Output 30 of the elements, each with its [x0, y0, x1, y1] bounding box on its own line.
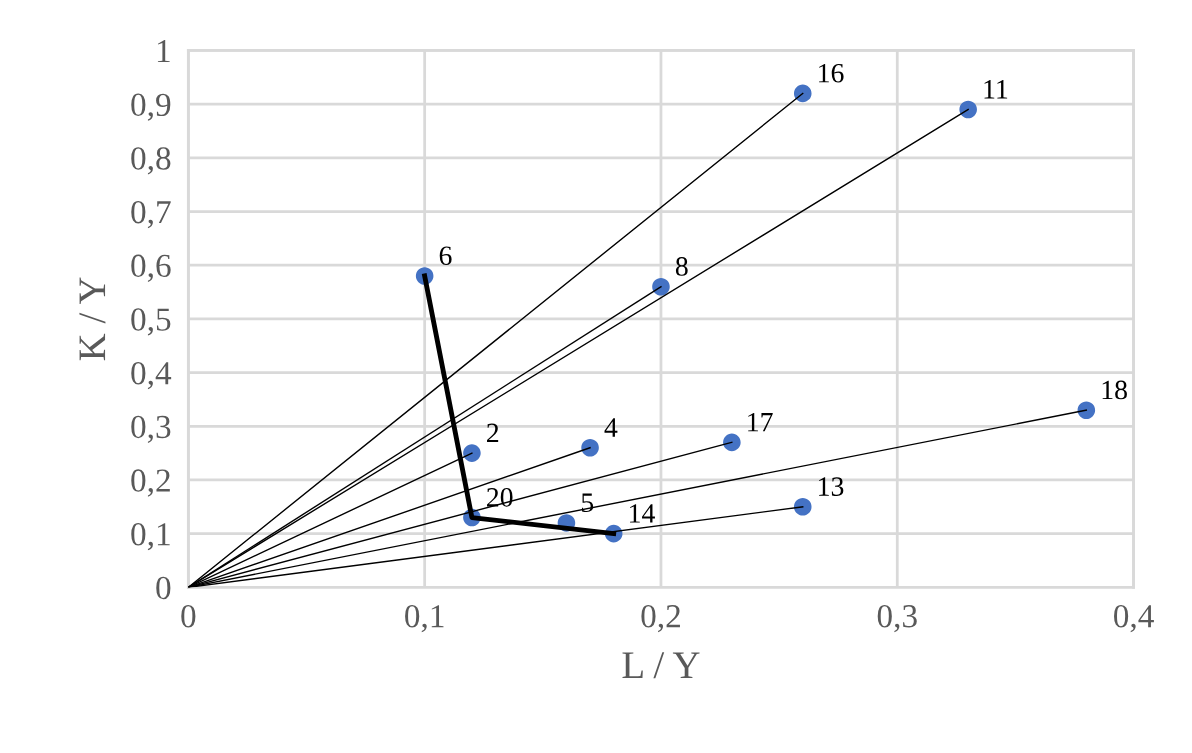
y-tick-label: 0,6 [131, 254, 171, 282]
x-tick-label: 0 [181, 604, 196, 628]
annotation: 18 [1102, 380, 1127, 400]
y-tick-label: 1 [157, 40, 170, 63]
x-tick-label: 0,1 [405, 604, 444, 633]
y-tick-label: 0,4 [131, 361, 172, 390]
y-tick-label: 0,1 [131, 523, 170, 551]
y-axis-title: K / Y [79, 277, 106, 361]
y-tick-label: 0,8 [131, 147, 171, 175]
y-tick-label: 0,9 [131, 93, 171, 121]
y-tick-label: 0,7 [131, 200, 171, 229]
x-axis-title: L / Y [622, 652, 700, 679]
annotation: 14 [630, 504, 655, 523]
y-tick-label: 0 [156, 576, 171, 600]
annotation: 17 [748, 412, 773, 432]
x-tick-label: 0,3 [877, 604, 917, 633]
x-tick-label: 0,4 [1114, 604, 1154, 633]
annotation: 11 [984, 80, 1008, 99]
y-tick-label: 0,3 [131, 415, 171, 443]
annotation: 5 [581, 493, 594, 513]
annotation: 16 [819, 63, 844, 83]
annotation: 20 [487, 487, 513, 507]
annotation: 6 [439, 246, 452, 266]
annotation: 4 [604, 418, 618, 437]
annotation: 13 [819, 477, 844, 496]
annotation: 8 [675, 257, 688, 276]
annotation: 2 [487, 423, 499, 443]
y-tick-label: 0,2 [131, 469, 170, 497]
x-tick-label: 0,2 [641, 604, 680, 633]
y-tick-label: 0,5 [131, 308, 171, 336]
